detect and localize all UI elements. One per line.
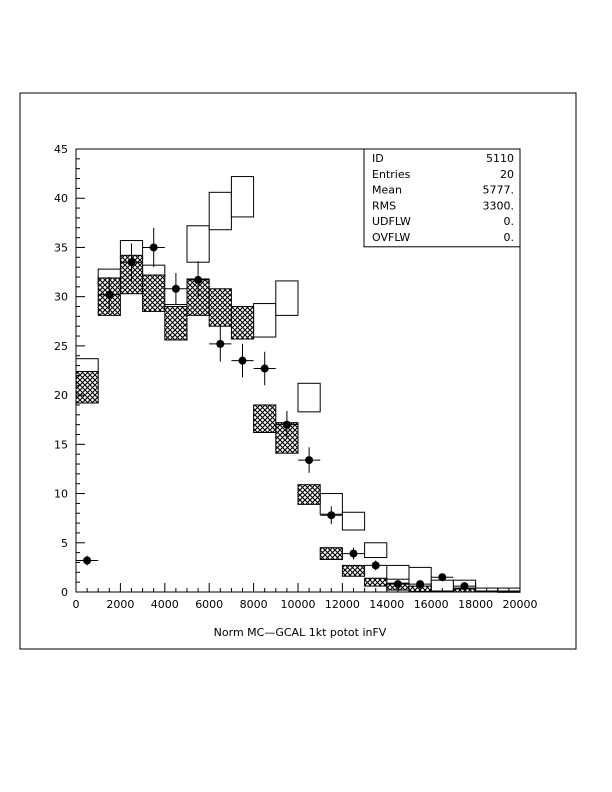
open-box-12 <box>341 511 366 531</box>
marker <box>327 511 336 520</box>
marker <box>216 339 225 348</box>
y-tick-label: 5 <box>61 537 68 550</box>
marker <box>460 582 469 591</box>
x-tick-label: 4000 <box>151 598 179 611</box>
stats-value: 0. <box>504 231 515 244</box>
data-point-0 <box>76 555 99 566</box>
data-point-12 <box>342 547 365 560</box>
marker <box>105 290 114 299</box>
marker <box>416 580 425 589</box>
stats-value: 0. <box>504 215 515 228</box>
marker <box>282 420 291 429</box>
data-point-9 <box>275 410 298 439</box>
stats-label: OVFLW <box>372 231 410 244</box>
plot-area <box>75 176 521 593</box>
hatched-box-12 <box>341 564 366 577</box>
marker <box>83 556 92 565</box>
x-tick-label: 6000 <box>195 598 223 611</box>
outer-frame <box>19 92 577 650</box>
data-point-6 <box>209 326 232 362</box>
y-tick-label: 40 <box>54 192 68 205</box>
data-point-7 <box>231 343 254 378</box>
stats-value: 5777. <box>483 184 515 197</box>
x-tick-label: 0 <box>73 598 80 611</box>
x-tick-label: 12000 <box>325 598 360 611</box>
x-tick-label: 2000 <box>106 598 134 611</box>
x-tick-label: 14000 <box>369 598 404 611</box>
marker <box>194 275 203 284</box>
data-point-4 <box>164 273 187 305</box>
y-tick-label: 20 <box>54 389 68 402</box>
hatched-box-4 <box>164 306 188 341</box>
stats-label: Entries <box>372 168 411 181</box>
y-tick-label: 15 <box>54 438 68 451</box>
stats-label: ID <box>372 152 384 165</box>
open-box-9 <box>275 280 299 316</box>
marker <box>238 356 247 365</box>
open-box-10 <box>297 382 321 413</box>
hatched-box-0 <box>75 370 99 404</box>
data-point-11 <box>320 506 343 525</box>
x-axis-label: Norm MC—GCAL 1kt potot inFV <box>214 626 387 639</box>
y-tick-label: 30 <box>54 291 68 304</box>
marker <box>260 364 269 373</box>
y-tick-label: 0 <box>61 586 68 599</box>
x-tick-label: 8000 <box>240 598 268 611</box>
hatched-box-6 <box>208 288 232 327</box>
data-point-13 <box>364 560 387 571</box>
y-tick-label: 10 <box>54 488 68 501</box>
marker <box>438 573 447 582</box>
stats-frame <box>363 148 521 248</box>
y-tick-label: 45 <box>54 143 68 156</box>
hatched-box-11 <box>319 547 343 561</box>
stats-value: 5110 <box>486 152 514 165</box>
marker <box>171 284 180 293</box>
x-tick-label: 20000 <box>503 598 538 611</box>
data-point-8 <box>253 351 276 386</box>
hatched-box-7 <box>230 306 255 340</box>
stats-label: RMS <box>372 199 396 212</box>
hatched-box-10 <box>297 484 321 505</box>
open-box-5 <box>186 225 210 263</box>
marker <box>393 580 402 589</box>
stats-label: Mean <box>372 184 402 197</box>
data-point-15 <box>409 580 432 589</box>
stats-value: 3300. <box>483 199 515 212</box>
y-tick-label: 25 <box>54 340 68 353</box>
data-point-2 <box>120 243 143 281</box>
y-tick-label: 35 <box>54 241 68 254</box>
open-box-6 <box>208 191 232 231</box>
hatched-box-8 <box>253 404 277 434</box>
marker <box>349 549 358 558</box>
marker <box>371 561 380 570</box>
data-point-17 <box>453 582 476 591</box>
x-tick-label: 16000 <box>414 598 449 611</box>
axes: 0 5 10 15 20 25 30 35 40 45 0 2000 4000 6000 8000 10000… <box>54 143 538 611</box>
marker <box>305 456 314 465</box>
data-point-5 <box>187 261 210 299</box>
x-tick-label: 18000 <box>458 598 493 611</box>
hatched-box-13 <box>364 577 388 587</box>
open-box-14 <box>386 564 410 580</box>
data-point-16 <box>431 573 454 582</box>
stats-box: ID 5110 Entries 20 Mean 5777. RMS 3300. UDFLW 0. O… <box>363 148 521 248</box>
marker <box>127 258 136 267</box>
data-point-14 <box>386 580 409 589</box>
hatched-box-3 <box>142 274 166 312</box>
stats-label: UDFLW <box>372 215 411 228</box>
open-box-13 <box>364 542 388 559</box>
x-tick-label: 10000 <box>281 598 316 611</box>
marker <box>149 243 158 252</box>
open-box-8 <box>253 303 277 338</box>
open-box-7 <box>230 176 255 218</box>
data-point-10 <box>298 447 321 473</box>
data-point-3 <box>142 227 165 268</box>
data-point-1 <box>98 276 121 313</box>
stats-value: 20 <box>500 168 514 181</box>
